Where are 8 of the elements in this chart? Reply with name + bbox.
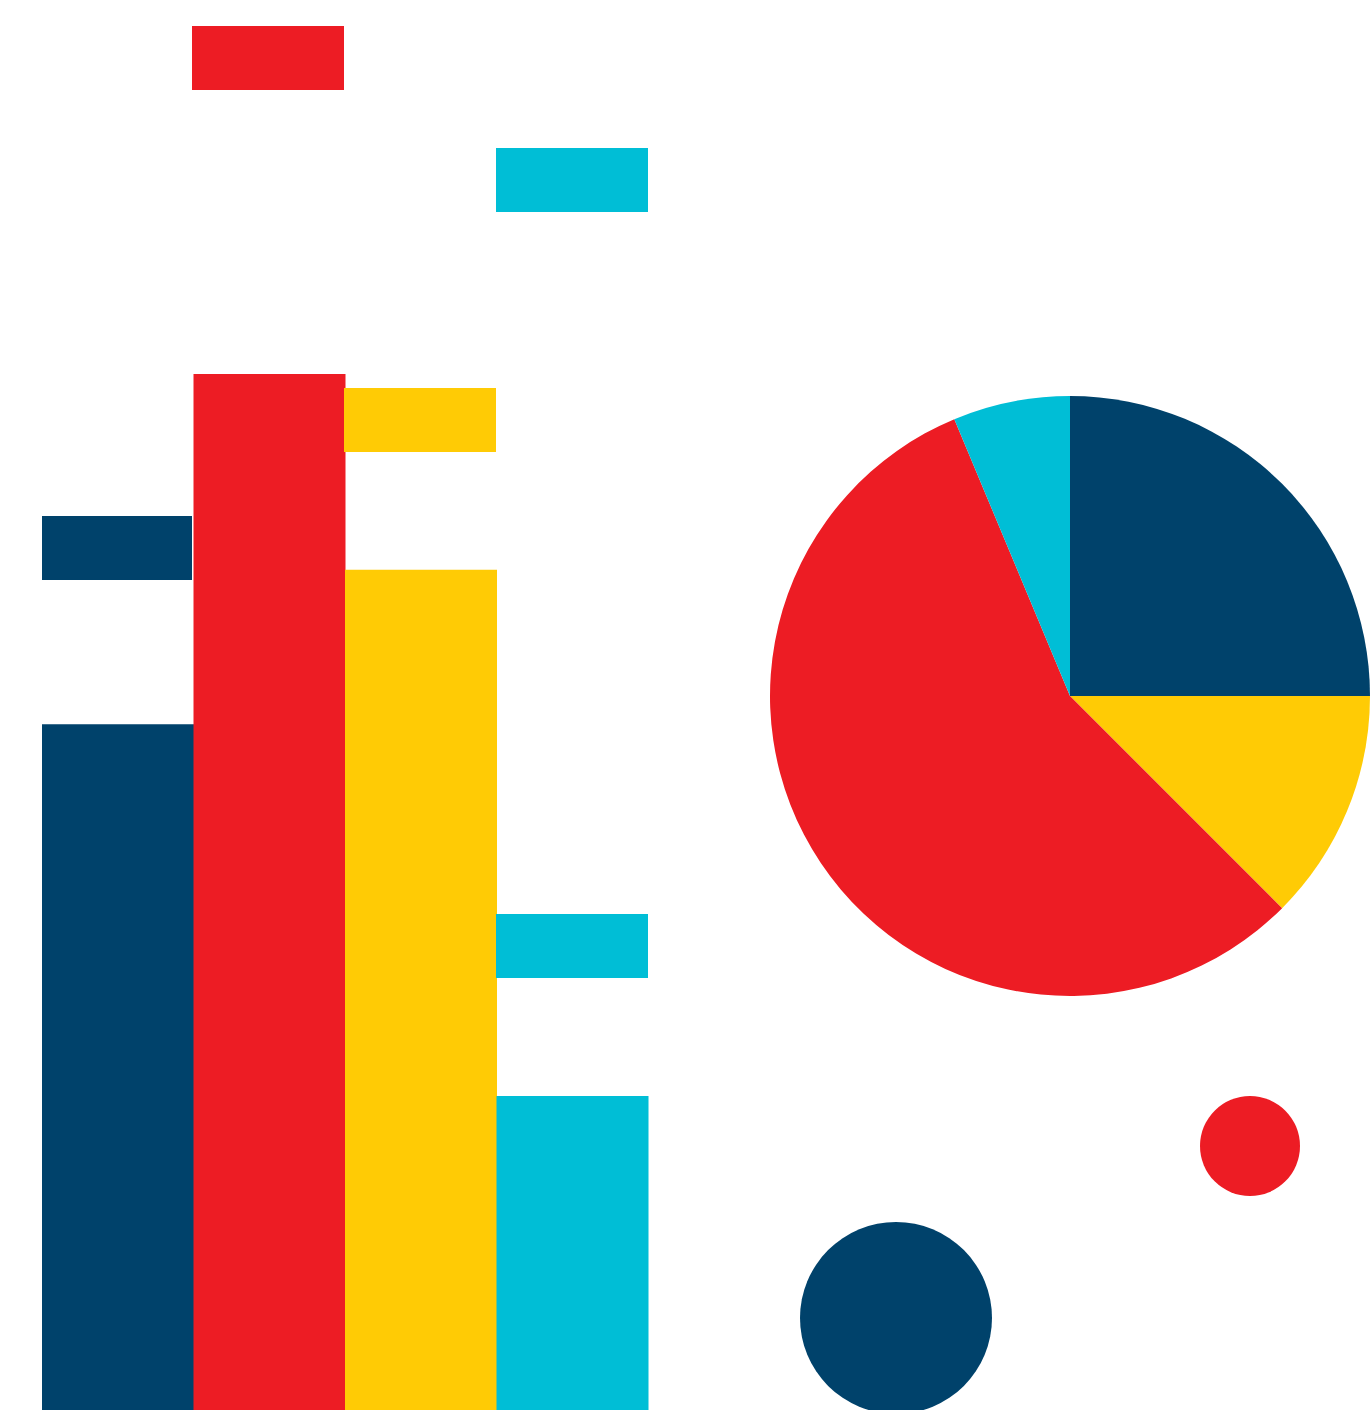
pie-slice (1070, 696, 1370, 909)
bar (496, 1096, 649, 1410)
bar (42, 724, 194, 1410)
pie-slice (770, 419, 1283, 996)
pie-slice (1070, 396, 1370, 696)
bar (193, 374, 346, 1410)
bar (345, 569, 497, 1410)
pie-slice (954, 396, 1070, 696)
